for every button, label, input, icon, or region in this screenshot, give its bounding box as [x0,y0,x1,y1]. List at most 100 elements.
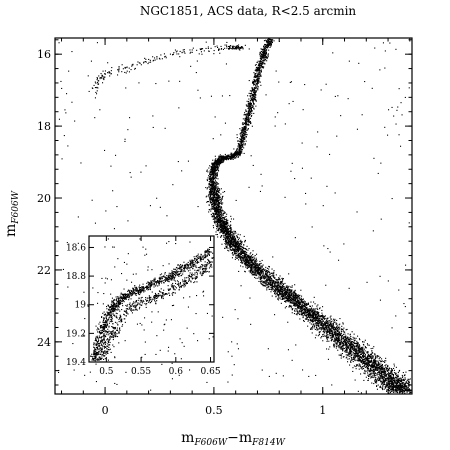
ms-point-4015 [327,324,329,326]
ms-point-946 [208,194,210,196]
ms-point-2630 [345,346,347,348]
ms-point-3057 [232,253,234,255]
ms-point-3541 [214,203,216,205]
ms-point-2439 [227,247,229,249]
ms-point-4953 [281,296,283,298]
ms-point-3192 [341,345,343,347]
ms-point-3738 [288,299,290,301]
ms-point-4550 [229,238,231,240]
ms-point-884 [379,373,381,375]
ms-point-639 [357,343,359,345]
ms-point-2714 [275,290,277,292]
ms-point-4073 [284,297,286,299]
ms-point-955 [371,360,373,362]
ms-point-3122 [251,264,253,266]
ms-point-1657 [313,317,315,319]
ms-point-3140 [378,371,380,373]
ms-point-4169 [338,336,340,338]
ms-point-4873 [294,304,296,306]
ms-point-805 [330,323,332,325]
ms-point-3728 [291,295,293,297]
ms-point-4166 [348,352,350,354]
ms-point-4091 [335,337,337,339]
ms-point-4529 [366,362,368,364]
ms-point-1632 [219,229,221,231]
ms-point-1371 [275,291,277,293]
ms-point-2623 [366,367,368,369]
ms-point-4870 [360,360,362,362]
ms-point-1154 [216,221,218,223]
ms-point-4004 [262,277,264,279]
ms-point-602 [406,385,408,387]
ms-point-3043 [230,243,232,245]
ms-point-4575 [324,332,326,334]
ms-point-1818 [212,189,214,191]
ms-point-2339 [372,377,374,379]
ms-point-2379 [343,356,345,358]
ms-point-2456 [377,363,379,365]
ms-point-2369 [387,368,389,370]
ms-point-4929 [362,366,364,368]
ms-point-2864 [398,378,400,380]
ms-point-2406 [295,294,297,296]
ms-point-4241 [379,367,381,369]
ms-point-1044 [300,299,302,301]
ms-point-3177 [355,354,357,356]
ms-point-4104 [279,297,281,299]
ms-point-4662 [228,233,230,235]
ms-point-4925 [396,387,398,389]
ms-point-750 [321,309,323,311]
ms-point-469 [330,320,332,322]
ms-point-1003 [376,379,378,381]
ms-point-3165 [406,388,408,390]
ms-point-3756 [328,323,330,325]
ms-point-948 [268,276,270,278]
ms-point-1198 [218,197,220,199]
ms-point-3341 [403,380,405,382]
ms-point-904 [310,323,312,325]
ms-point-1793 [390,377,392,379]
ms-point-659 [234,231,236,233]
ms-point-3415 [322,315,324,317]
ms-point-2095 [266,284,268,286]
ms-point-4944 [254,264,256,266]
ms-point-3135 [247,257,249,259]
ms-point-4227 [342,344,344,346]
ms-point-1354 [292,302,294,304]
ms-point-3430 [335,336,337,338]
ms-point-3087 [238,245,240,247]
ms-point-1554 [376,355,378,357]
ms-point-4333 [211,216,213,218]
ms-point-532 [274,277,276,279]
ms-point-3533 [317,318,319,320]
ms-point-4206 [375,363,377,365]
ms-point-4330 [367,361,369,363]
ms-point-4540 [305,310,307,312]
ms-point-3958 [347,336,349,338]
ms-point-1857 [322,325,324,327]
ms-point-3235 [309,316,311,318]
ms-point-2722 [354,351,356,353]
ms-point-474 [377,379,379,381]
ms-point-4686 [404,385,406,387]
ms-point-678 [231,257,233,259]
ms-point-3920 [338,341,340,343]
ms-point-3282 [288,291,290,293]
ms-point-128 [257,269,259,271]
ms-point-2867 [280,298,282,300]
ms-point-2592 [276,282,278,284]
ms-point-730 [237,243,239,245]
ms-point-4564 [403,379,405,381]
ms-point-2049 [265,278,267,280]
ms-point-1900 [381,381,383,383]
ms-point-2322 [385,368,387,370]
ms-point-4053 [384,376,386,378]
ms-point-4345 [348,346,350,348]
ms-point-4541 [329,335,331,337]
ms-point-4501 [354,345,356,347]
ms-point-3343 [331,327,333,329]
ms-point-4709 [392,383,394,385]
ms-point-4742 [274,293,276,295]
ms-point-522 [359,357,361,359]
ms-point-4009 [234,258,236,260]
